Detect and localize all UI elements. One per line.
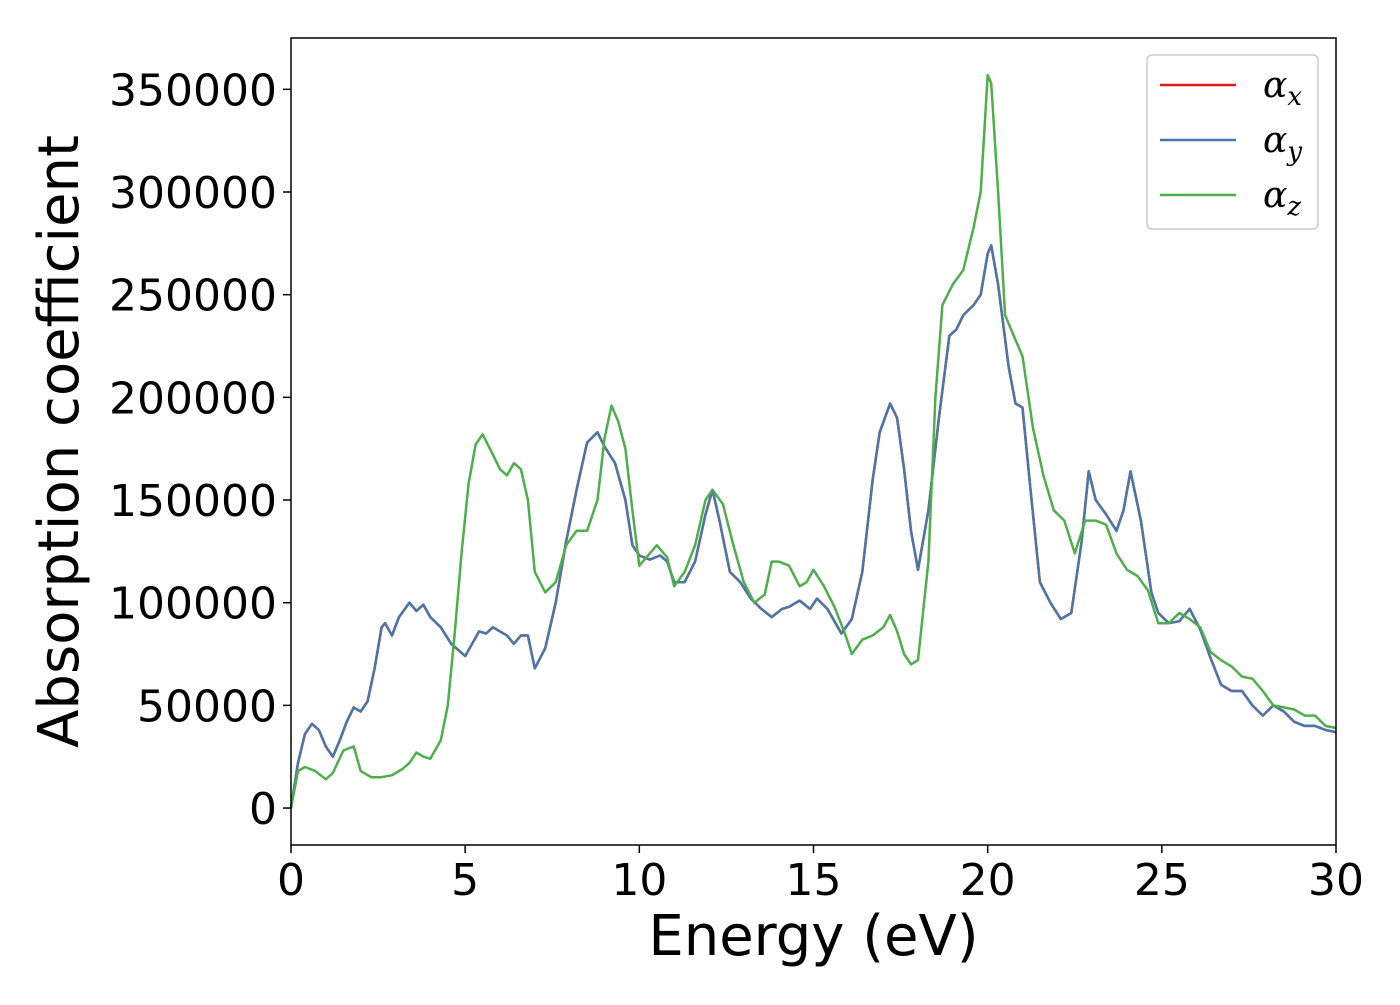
legend-label-subscript: z xyxy=(1286,192,1301,222)
x-tick-label: 10 xyxy=(611,855,667,906)
y-tick-label: 0 xyxy=(249,784,277,835)
x-tick-label: 20 xyxy=(960,855,1016,906)
y-axis-ticks: 0 50000 100000 150000 200000 250000 300000 3500… xyxy=(109,65,291,835)
y-tick-label: 150000 xyxy=(109,476,277,527)
x-tick-label: 30 xyxy=(1308,855,1364,906)
legend-label-symbol: α xyxy=(1263,65,1287,106)
series-layer xyxy=(289,73,1337,809)
x-tick-label: 25 xyxy=(1134,855,1190,906)
y-tick-label: 200000 xyxy=(109,373,277,424)
x-tick-label: 0 xyxy=(277,855,305,906)
series-line-y xyxy=(289,244,1337,809)
x-tick-label: 15 xyxy=(786,855,842,906)
legend-box xyxy=(1146,54,1319,230)
y-tick-label: 250000 xyxy=(109,271,277,322)
legend-item-z: αz xyxy=(1160,175,1301,222)
legend-label-symbol: α xyxy=(1263,175,1287,216)
legend-item-y: αy xyxy=(1160,120,1302,167)
y-tick-label: 350000 xyxy=(109,65,277,116)
y-tick-label: 100000 xyxy=(109,579,277,630)
x-axis-title: Energy (eV) xyxy=(648,904,978,969)
y-tick-label: 50000 xyxy=(137,681,277,732)
legend-label-symbol: α xyxy=(1263,120,1287,161)
series-line-x xyxy=(289,244,1337,809)
legend-label: αx xyxy=(1263,65,1302,112)
y-axis-title: Absorption coefficient xyxy=(27,135,92,748)
legend-item-x: αx xyxy=(1160,65,1302,112)
series-line-z xyxy=(289,73,1337,809)
legend-label-subscript: x xyxy=(1287,82,1302,112)
legend-label: αz xyxy=(1263,175,1301,222)
legend-label: αy xyxy=(1263,120,1302,167)
legend-label-subscript: y xyxy=(1286,137,1302,167)
y-tick-label: 300000 xyxy=(109,168,277,219)
x-tick-label: 5 xyxy=(451,855,479,906)
x-axis-ticks: 0 5 10 15 20 25 30 xyxy=(277,845,1364,906)
